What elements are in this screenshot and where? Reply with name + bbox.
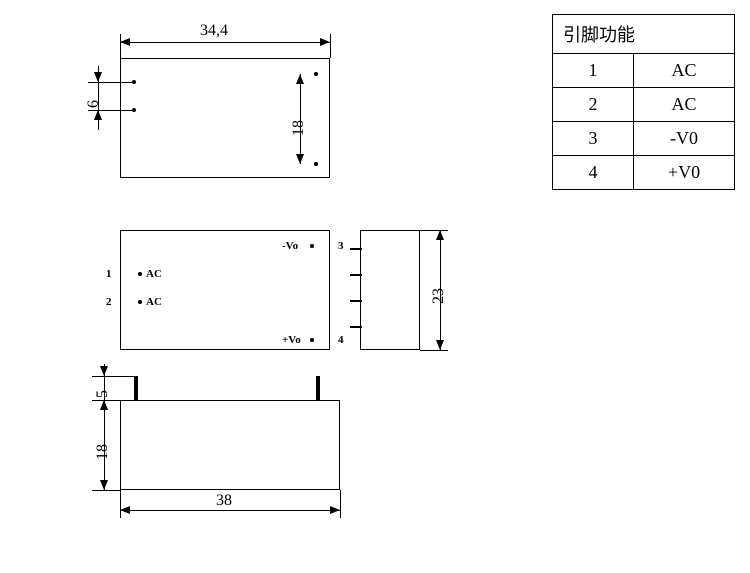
pin-func: AC [634,88,735,122]
pin-number: 4 [553,156,634,190]
arrow-down-icon [296,154,304,164]
pin-hole-icon [314,72,318,76]
lead-icon [350,326,362,328]
pin-name-label: +Vo [282,334,301,346]
extension-line [88,82,132,83]
arrow-left-icon [120,38,130,46]
pin-number: 3 [553,122,634,156]
arrow-down-icon [100,366,108,376]
arrow-down-icon [100,480,108,490]
dimension-line [120,510,340,511]
dimension-line [300,74,301,164]
arrow-up-icon [436,230,444,240]
pin-func: AC [634,54,735,88]
lead-icon [134,376,138,400]
lead-icon [350,274,362,276]
arrow-up-icon [100,400,108,410]
pin-hole-icon [132,80,136,84]
extension-line [420,350,448,351]
page: { "canvas": { "width": 750, "height": 57… [0,0,750,573]
arrow-up-icon [296,74,304,84]
extension-line [340,490,341,518]
pin-dot-icon [310,244,314,248]
pin-dot-icon [138,300,142,304]
table-row: 2 AC [553,88,735,122]
pin-func: +V0 [634,156,735,190]
pin-hole-icon [314,162,318,166]
dimension-width-38: 38 [216,492,232,510]
pin-number-label: 2 [106,296,112,308]
lead-icon [316,376,320,400]
dimension-pin-pitch-18: 18 [290,120,308,136]
arrow-right-icon [320,38,330,46]
pin-name-label: AC [146,268,162,280]
front-view-outline [120,230,330,350]
pin-dot-icon [310,338,314,342]
extension-line [92,376,134,377]
dimension-body-18: 18 [94,444,112,460]
table-row: 1 AC [553,54,735,88]
pin-number: 2 [553,88,634,122]
bottom-view-outline [120,400,340,490]
pin-hole-icon [132,108,136,112]
lead-icon [350,248,362,250]
pin-number: 1 [553,54,634,88]
pin-number-label: 1 [106,268,112,280]
arrow-right-icon [330,506,340,514]
pin-function-table: 引脚功能 1 AC 2 AC 3 -V0 4 +V0 [552,14,735,190]
extension-line [330,34,331,58]
extension-line [92,490,120,491]
arrow-up-icon [94,110,102,120]
arrow-down-icon [94,72,102,82]
dimension-line [120,42,330,43]
pin-name-label: AC [146,296,162,308]
table-row: 4 +V0 [553,156,735,190]
pin-number-label: 3 [338,240,344,252]
pin-dot-icon [138,272,142,276]
arrow-left-icon [120,506,130,514]
pin-name-label: -Vo [282,240,298,252]
dimension-lead-5: 5 [94,390,112,398]
dimension-height-23: 23 [430,288,448,304]
pin-number-label: 4 [338,334,344,346]
lead-icon [350,300,362,302]
pin-func: -V0 [634,122,735,156]
pin-table-header: 引脚功能 [553,15,735,54]
dimension-pin-pitch-6: 6 [85,100,103,108]
table-row: 3 -V0 [553,122,735,156]
dimension-width-top: 34,4 [200,22,228,40]
arrow-down-icon [436,340,444,350]
side-view-outline [360,230,420,350]
